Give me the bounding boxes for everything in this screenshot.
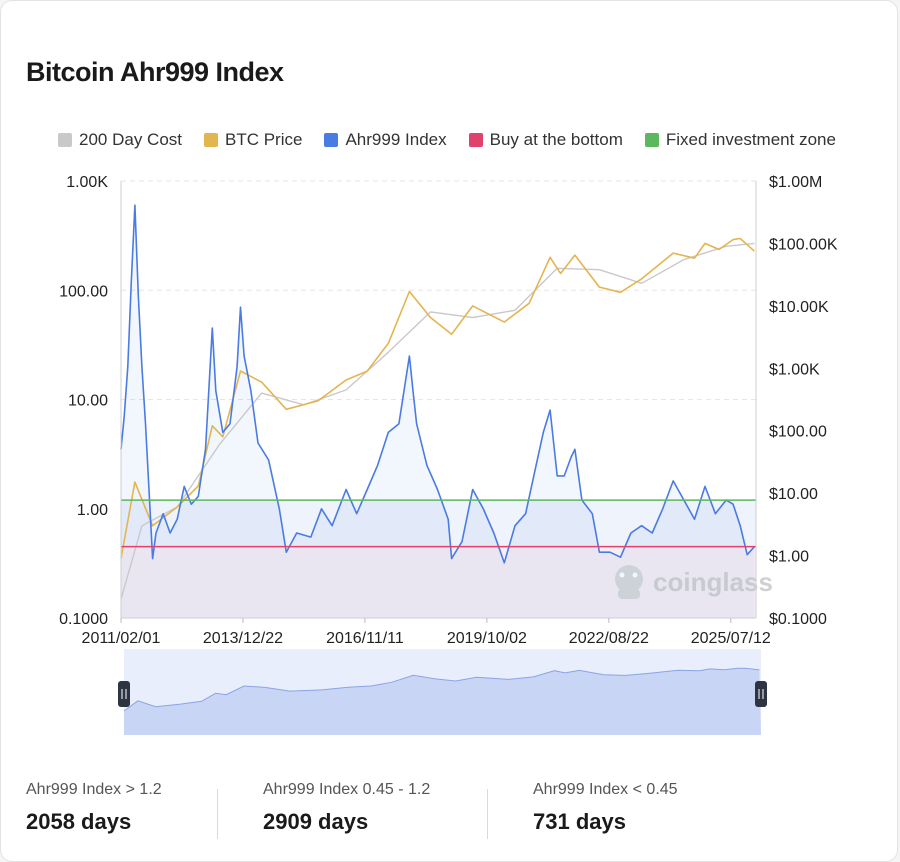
stat-0-45-to-1-2: Ahr999 Index 0.45 - 1.2 2909 days <box>263 781 430 835</box>
legend-item-ahr999-index[interactable]: Ahr999 Index <box>324 130 447 150</box>
fixed-zone-fill <box>121 500 756 547</box>
buy-zone-fill <box>121 546 756 618</box>
y-right-tick-label: $0.1000 <box>769 611 827 628</box>
y-right-tick-label: $1.00M <box>769 174 822 191</box>
series-200-day-cost <box>120 242 755 600</box>
y-right-tick-label: $1.00K <box>769 361 820 378</box>
stat-below-0-45: Ahr999 Index < 0.45 731 days <box>533 781 678 835</box>
legend-swatch <box>58 133 72 147</box>
series-ahr999-index <box>120 204 755 564</box>
y-right-tick-label: $1.00 <box>769 549 809 566</box>
stats-bar: Ahr999 Index > 1.2 2058 days Ahr999 Inde… <box>26 781 886 851</box>
legend: 200 Day Cost BTC Price Ahr999 Index Buy … <box>58 130 858 150</box>
axes: 1.00K 100.00 10.00 1.00 0.1000 $1.00M $100.00K… <box>59 174 838 647</box>
y-left-tick-label: 0.1000 <box>59 611 108 628</box>
stat-label: Ahr999 Index > 1.2 <box>26 781 162 798</box>
legend-label: Buy at the bottom <box>489 130 623 149</box>
handle-body <box>118 681 130 707</box>
stat-divider <box>217 789 218 839</box>
legend-swatch <box>324 133 339 147</box>
navigator-area <box>124 668 761 735</box>
page-title: Bitcoin Ahr999 Index <box>26 57 284 87</box>
threshold-bands <box>121 500 756 618</box>
stat-divider <box>487 789 488 839</box>
legend-label: Ahr999 Index <box>345 130 447 149</box>
handle-body <box>755 681 767 707</box>
range-navigator[interactable] <box>118 649 767 735</box>
y-left-tick-label: 1.00 <box>77 502 108 519</box>
navigator-line <box>123 667 760 712</box>
legend-swatch <box>468 133 483 147</box>
legend-label: 200 Day Cost <box>79 130 182 149</box>
ahr999-chart[interactable]: coinglass 1.00K 100.00 10.00 1.00 0.1000 $1.0… <box>1 1 897 751</box>
stat-label: Ahr999 Index 0.45 - 1.2 <box>263 781 431 798</box>
legend-label: Fixed investment zone <box>665 130 836 149</box>
x-tick-label: 2016/11/11 <box>326 630 404 647</box>
y-left-tick-label: 100.00 <box>59 283 108 300</box>
navigator-start-handle[interactable] <box>118 681 130 707</box>
stat-label: Ahr999 Index < 0.45 <box>533 781 678 798</box>
series-btc-price <box>120 237 755 559</box>
x-tick-label: 2025/07/12 <box>691 630 771 647</box>
coinglass-watermark: coinglass <box>653 567 773 597</box>
legend-swatch <box>644 133 659 147</box>
ahr999-area <box>121 205 755 618</box>
y-left-tick-label: 10.00 <box>68 393 108 410</box>
x-tick-label: 2022/08/22 <box>569 630 649 647</box>
series-layer <box>120 204 756 618</box>
legend-item-fixed-investment-zone[interactable]: Fixed investment zone <box>644 130 836 150</box>
navigator-end-handle[interactable] <box>755 681 767 707</box>
stat-value: 2909 days <box>263 809 369 834</box>
y-left-tick-label: 1.00K <box>66 174 108 191</box>
legend-item-buy-at-bottom[interactable]: Buy at the bottom <box>468 130 623 150</box>
legend-item-btc-price[interactable]: BTC Price <box>204 130 302 150</box>
legend-item-200-day-cost[interactable]: 200 Day Cost <box>58 130 182 150</box>
x-tick-label: 2013/12/22 <box>203 630 283 647</box>
x-tick-label: 2019/10/02 <box>447 630 527 647</box>
stat-value: 731 days <box>533 809 626 834</box>
legend-label: BTC Price <box>225 130 303 149</box>
coinglass-logo-icon <box>615 565 643 599</box>
stat-above-1-2: Ahr999 Index > 1.2 2058 days <box>26 781 162 835</box>
stat-value: 2058 days <box>26 809 132 834</box>
y-right-tick-label: $10.00K <box>769 299 829 316</box>
y-right-tick-label: $100.00 <box>769 424 827 441</box>
y-right-tick-label: $100.00K <box>769 236 838 253</box>
y-right-tick-label: $10.00 <box>769 486 818 503</box>
x-tick-label: 2011/02/01 <box>82 630 161 647</box>
legend-swatch <box>204 133 218 147</box>
